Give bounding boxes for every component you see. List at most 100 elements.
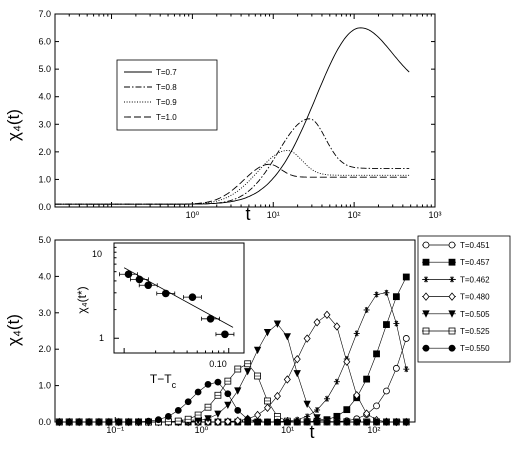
- marker-circle-filled: [383, 418, 390, 426]
- marker-triangle-filled: [448, 310, 456, 318]
- marker-circle-filled: [164, 412, 172, 420]
- marker-diamond-open: [353, 390, 361, 400]
- top-legend-label: T=0.8: [156, 83, 177, 92]
- marker-circle-filled: [224, 390, 232, 398]
- top-y-ticks: 0.0 1.0 2.0 3.0 4.0 5.0 6.0 7.0: [38, 9, 435, 212]
- top-legend-label: T=0.7: [156, 68, 177, 77]
- marker-star: [403, 366, 410, 373]
- bottom-ytick-label: 1.0: [38, 381, 51, 391]
- marker-diamond-open: [283, 375, 291, 384]
- bottom-legend-label: T=0.451: [460, 241, 490, 250]
- marker-circle-filled: [303, 418, 311, 426]
- marker-triangle-filled: [253, 346, 262, 355]
- inset: 10 1 0.10 χ₄(t*) T−Tc: [75, 242, 245, 390]
- marker-star: [423, 276, 429, 283]
- bottom-x-axis-label: t: [309, 422, 314, 442]
- bottom-series: [55, 273, 410, 427]
- marker-circle-filled: [95, 418, 103, 426]
- inset-x-axis-label: T−Tc: [150, 372, 177, 390]
- marker-star: [373, 291, 380, 298]
- marker-circle-filled: [333, 418, 341, 426]
- marker-triangle-filled: [283, 333, 291, 341]
- marker-square-filled: [383, 321, 390, 328]
- bottom-ytick-label: 4.0: [38, 271, 51, 281]
- inset-point: [188, 293, 197, 301]
- marker-triangle-filled: [204, 415, 212, 423]
- marker-diamond-open: [422, 292, 430, 301]
- top-ytick-label: 4.0: [38, 92, 51, 102]
- marker-square-filled: [392, 293, 400, 301]
- marker-diamond-open: [363, 409, 371, 418]
- bottom-ytick-label: 2.0: [38, 344, 51, 354]
- marker-circle-filled: [194, 388, 202, 396]
- inset-ytick-1: 1: [99, 333, 104, 343]
- marker-circle-filled: [283, 418, 291, 426]
- bottom-panel: 0.0 1.0 2.0 3.0 4.0 5.0 10⁻¹ 10⁰ 10¹ 10² χ₄(t) t…: [4, 235, 511, 442]
- inset-point: [124, 270, 133, 279]
- bottom-xtick-label: 10¹: [281, 425, 294, 435]
- marker-star: [363, 306, 370, 313]
- marker-square-filled: [363, 375, 371, 383]
- bottom-legend-box: [417, 235, 511, 363]
- marker-square-filled: [448, 258, 456, 266]
- marker-circle-filled: [234, 407, 242, 414]
- top-series-T=1.0: [55, 163, 410, 205]
- bottom-y-ticks: 0.0 1.0 2.0 3.0 4.0 5.0: [38, 235, 59, 427]
- marker-circle-filled: [85, 418, 93, 426]
- marker-circle-filled: [353, 418, 361, 426]
- bottom-xtick-label: 10²: [367, 425, 380, 435]
- marker-square-filled: [402, 273, 410, 281]
- marker-circle-filled: [422, 344, 430, 352]
- inset-x-axis-label-sub: c: [172, 380, 177, 390]
- marker-circle-filled: [363, 418, 371, 426]
- inset-point: [135, 275, 144, 284]
- top-series-T=0.8: [55, 118, 410, 205]
- marker-triangle-filled: [214, 410, 222, 418]
- marker-diamond-open: [343, 357, 351, 366]
- marker-triangle-filled: [234, 387, 242, 395]
- top-ytick-label: 5.0: [38, 64, 51, 74]
- marker-circle-open: [392, 364, 400, 372]
- inset-point: [144, 281, 153, 290]
- top-panel: 0.0 1.0 2.0 3.0 4.0 5.0 6.0 7.0 10⁰ 10¹ 10² 10³ χ₄…: [4, 9, 442, 224]
- bottom-series-T=0.550: [55, 378, 410, 426]
- inset-y-axis-label: χ₄(t*): [75, 286, 89, 313]
- bottom-xtick-label: 10⁰: [195, 425, 209, 435]
- marker-circle-filled: [174, 406, 182, 414]
- marker-diamond-open: [263, 403, 272, 413]
- marker-circle-filled: [323, 418, 331, 426]
- top-series-T=0.7: [55, 27, 410, 205]
- marker-circle-filled: [55, 418, 63, 426]
- inset-xtick-0.10: 0.10: [209, 359, 227, 369]
- inset-ytick-10: 10: [92, 249, 102, 259]
- marker-circle-open: [422, 241, 430, 249]
- marker-circle-filled: [264, 418, 271, 426]
- marker-diamond-open: [293, 354, 301, 364]
- marker-triangle-filled: [244, 368, 252, 376]
- marker-circle-filled: [75, 418, 83, 426]
- marker-circle-filled: [343, 418, 351, 426]
- marker-triangle-filled: [303, 400, 311, 408]
- bottom-ytick-label: 5.0: [38, 235, 51, 245]
- marker-star: [353, 330, 360, 337]
- marker-triangle-filled: [422, 310, 430, 318]
- marker-diamond-open: [273, 391, 281, 401]
- marker-triangle-filled: [224, 401, 232, 409]
- top-ytick-label: 6.0: [38, 37, 51, 47]
- bottom-legend-label: T=0.480: [460, 293, 490, 302]
- marker-circle-filled: [313, 418, 321, 426]
- marker-square-filled: [422, 258, 430, 266]
- marker-triangle-filled: [313, 414, 321, 422]
- top-ytick-label: 7.0: [38, 9, 51, 19]
- marker-diamond-open: [448, 292, 456, 301]
- top-x-ticks: 10⁰ 10¹ 10² 10³: [54, 14, 442, 220]
- top-ytick-label: 1.0: [38, 174, 51, 184]
- top-xtick-label: 10¹: [267, 210, 280, 220]
- marker-circle-filled: [135, 418, 143, 426]
- bottom-legend-label: T=0.462: [460, 275, 490, 284]
- marker-circle-filled: [115, 418, 123, 426]
- marker-star: [449, 276, 455, 283]
- bottom-ytick-label: 0.0: [38, 417, 51, 427]
- marker-triangle-filled: [263, 329, 272, 337]
- marker-circle-filled: [373, 418, 380, 426]
